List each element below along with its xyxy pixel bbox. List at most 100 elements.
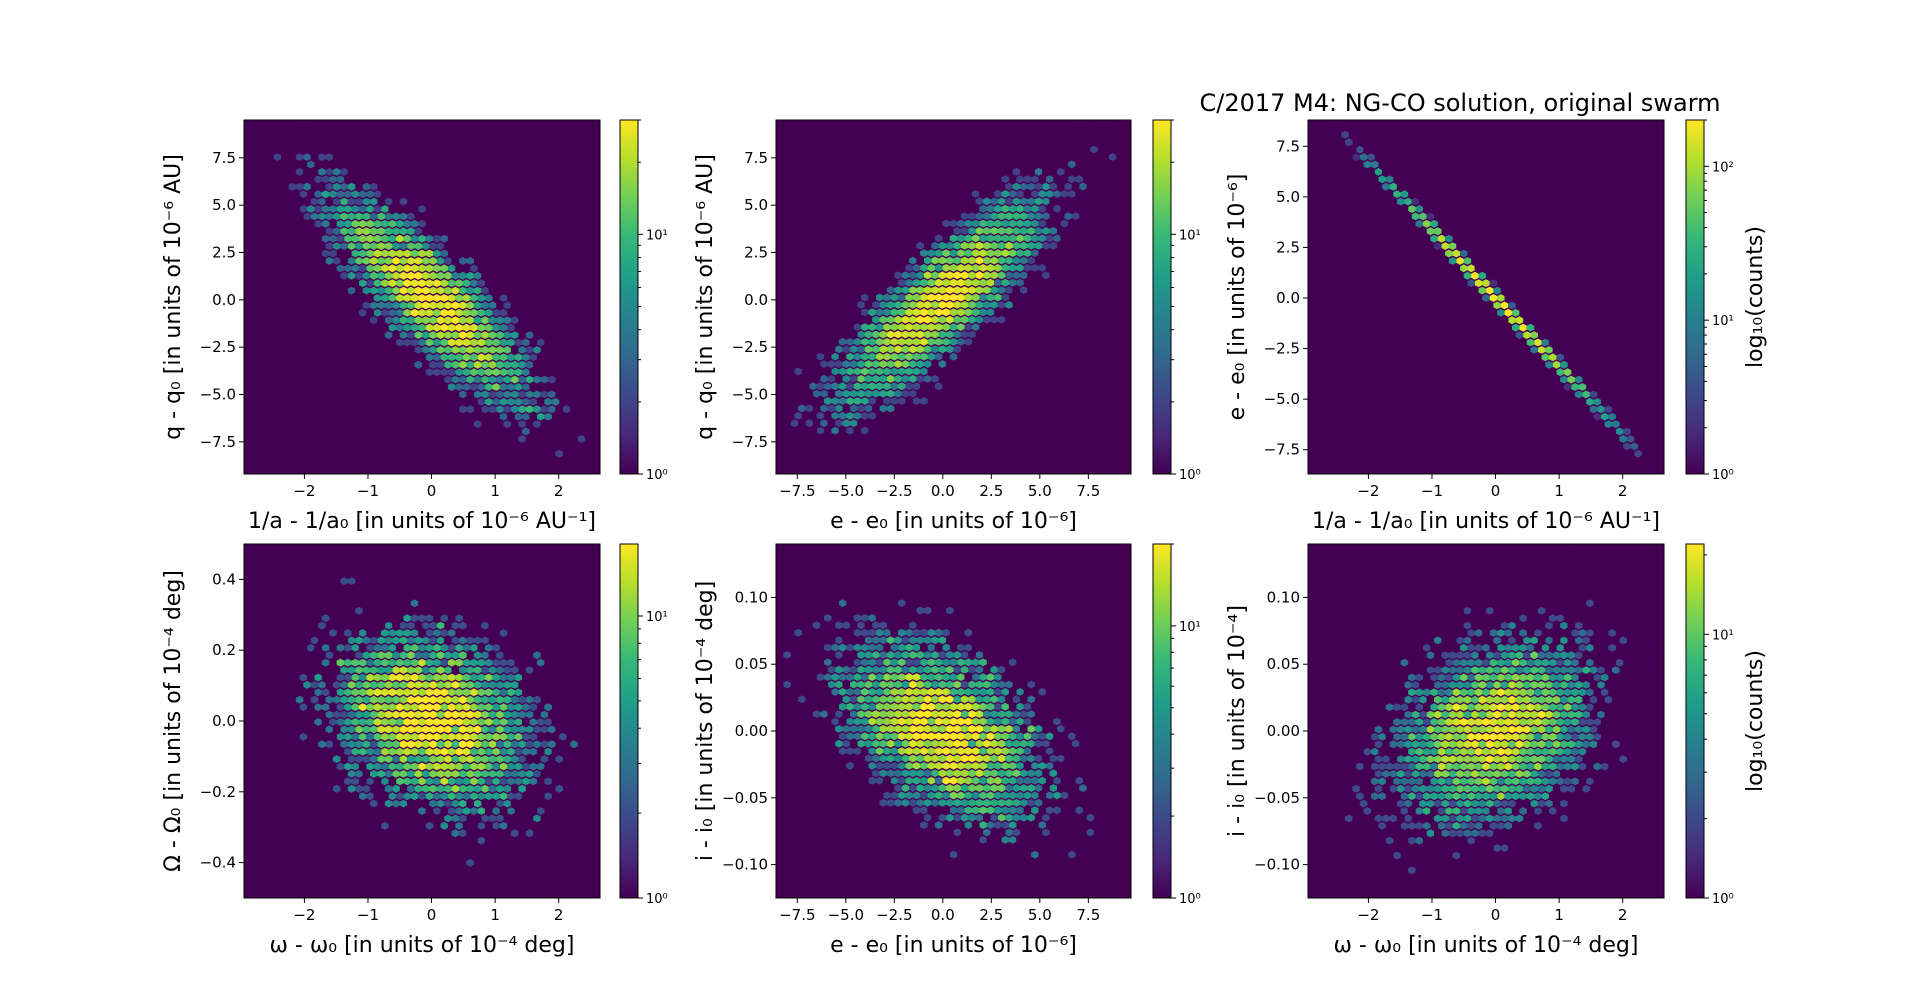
hex-cell xyxy=(399,755,408,763)
hex-cell xyxy=(1630,703,1639,712)
hex-cell xyxy=(883,762,891,770)
hex-cell xyxy=(1467,792,1475,801)
hex-cell xyxy=(957,219,965,228)
hex-cell xyxy=(377,182,385,191)
y-tick-label: 5.0 xyxy=(212,196,236,214)
hex-cell xyxy=(946,227,954,235)
hex-cell xyxy=(990,241,998,250)
hex-cell xyxy=(1582,725,1590,734)
hex-cell xyxy=(964,628,973,637)
hex-cell xyxy=(1545,636,1553,645)
hex-cell xyxy=(990,345,998,354)
hex-cell xyxy=(1382,710,1390,719)
hex-cell xyxy=(366,673,374,682)
hex-cell xyxy=(503,755,512,763)
hex-cell xyxy=(997,212,1006,221)
hex-cell xyxy=(927,732,936,741)
hex-cell xyxy=(321,718,330,726)
hex-cell xyxy=(1422,836,1431,845)
hex-cell xyxy=(399,636,408,645)
hex-cell xyxy=(872,710,880,718)
hex-cell xyxy=(920,643,928,652)
hex-cell xyxy=(410,599,419,608)
hex-cell xyxy=(477,643,486,652)
hex-cell xyxy=(388,807,397,815)
hex-cell xyxy=(1448,755,1457,763)
hex-cell xyxy=(1393,851,1401,860)
hex-cell xyxy=(295,666,304,674)
hex-cell xyxy=(433,629,441,637)
hex-cell xyxy=(820,695,828,704)
hex-cell xyxy=(916,360,924,368)
hex-cell xyxy=(370,651,378,660)
hex-cell xyxy=(1482,732,1490,741)
hex-cell xyxy=(927,747,936,755)
hex-cell xyxy=(846,338,854,346)
hex-cell xyxy=(909,389,917,398)
hex-cell xyxy=(477,294,486,302)
hex-cell xyxy=(1508,755,1516,763)
hex-cell xyxy=(410,323,419,332)
hex-cell xyxy=(905,411,913,420)
hex-cell xyxy=(1574,784,1583,793)
hex-cell xyxy=(923,680,932,689)
hex-cell xyxy=(827,665,836,674)
hex-cell xyxy=(392,710,400,719)
hex-cell xyxy=(938,710,947,718)
hex-cell xyxy=(414,257,423,265)
hex-cell xyxy=(366,599,374,608)
hex-cell xyxy=(934,702,943,711)
hex-cell xyxy=(1497,821,1505,830)
hex-cell xyxy=(399,257,408,265)
hex-cell xyxy=(846,673,854,681)
hex-cell xyxy=(805,374,814,383)
hex-cell xyxy=(377,829,385,838)
hex-cell xyxy=(957,835,965,844)
hex-cell xyxy=(1382,770,1390,778)
y-tick-label: −0.4 xyxy=(200,854,236,872)
hex-cell xyxy=(314,190,322,199)
hex-cell xyxy=(410,688,419,697)
hex-cell xyxy=(347,666,356,674)
hex-cell xyxy=(1582,606,1590,615)
hex-cell xyxy=(1560,695,1568,704)
hex-cell xyxy=(436,681,445,689)
hex-cell xyxy=(1456,710,1464,719)
hex-cell xyxy=(336,629,345,637)
hex-cell xyxy=(1001,688,1009,696)
hex-cell xyxy=(1497,658,1505,667)
hex-cell xyxy=(1008,338,1017,346)
hex-cell xyxy=(366,175,374,184)
hex-cell xyxy=(407,301,415,310)
hex-cell xyxy=(429,242,437,250)
y-tick-label: 7.5 xyxy=(212,149,236,167)
hex-cell xyxy=(942,643,950,652)
hex-cell xyxy=(1452,807,1461,815)
hex-cell xyxy=(329,762,337,771)
hex-cell xyxy=(444,666,452,674)
hex-cell xyxy=(355,242,363,250)
hex-cell xyxy=(835,389,843,398)
hex-cell xyxy=(466,740,474,749)
hex-cell xyxy=(1404,784,1412,793)
hex-cell xyxy=(1034,754,1043,763)
hex-cell xyxy=(362,755,371,763)
hex-cell xyxy=(336,762,345,771)
hex-cell xyxy=(507,688,515,697)
hex-cell xyxy=(574,836,582,845)
hex-cell xyxy=(994,249,1002,257)
hex-cell xyxy=(864,695,873,704)
hex-cell xyxy=(960,754,969,763)
hex-cell xyxy=(1560,666,1568,674)
hex-cell xyxy=(971,702,980,711)
hex-cell xyxy=(1042,182,1050,191)
hex-cell xyxy=(886,315,895,324)
hex-cell xyxy=(875,702,884,711)
hex-cell xyxy=(492,747,500,756)
hex-cell xyxy=(1045,175,1054,184)
hex-cell xyxy=(396,688,404,697)
hex-cell xyxy=(510,390,519,399)
hex-cell xyxy=(916,301,924,309)
hex-cell xyxy=(1385,762,1394,771)
hex-cell xyxy=(1363,866,1372,875)
